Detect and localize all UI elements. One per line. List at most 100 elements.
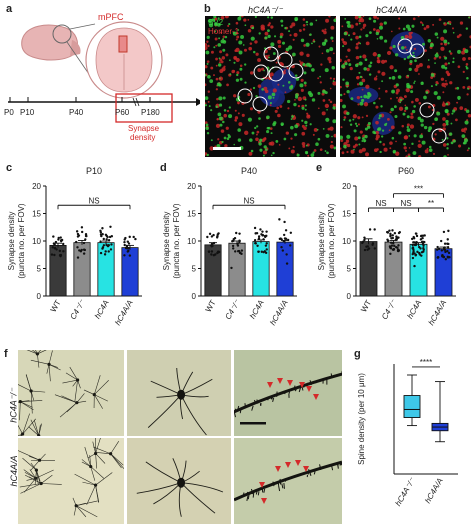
sv2-puncta (331, 135, 333, 138)
sv2-puncta (325, 133, 330, 138)
dendrite (73, 505, 77, 516)
dendrite (65, 372, 78, 381)
homer-puncta (356, 75, 360, 80)
sv2-puncta (380, 105, 383, 108)
y-axis-label: Spine density (per 10 μm) (357, 373, 366, 465)
dendrite (36, 470, 41, 482)
spine (252, 492, 255, 498)
arrowhead-icon (306, 386, 312, 392)
spine (281, 483, 284, 489)
data-point (108, 235, 112, 239)
homer-puncta (247, 18, 250, 21)
spine (263, 488, 266, 493)
homer-puncta (233, 57, 237, 60)
homer-puncta (324, 103, 330, 109)
homer-puncta (215, 44, 218, 47)
sv2-puncta (267, 34, 271, 39)
homer-puncta (247, 29, 252, 33)
homer-puncta (207, 100, 210, 103)
sv2-puncta (347, 20, 351, 25)
sv2-puncta (408, 67, 412, 71)
sv2-puncta (311, 68, 315, 72)
arrowhead-icon (267, 382, 273, 388)
sv2-puncta (406, 125, 409, 129)
y-tick-label: 0 (347, 292, 352, 301)
dendrite (18, 384, 32, 392)
sv2-puncta (397, 75, 402, 79)
sv2-puncta (363, 140, 366, 143)
data-point (75, 230, 79, 233)
dendrite (178, 482, 182, 517)
data-point (60, 239, 63, 243)
homer-puncta (463, 127, 468, 131)
homer-puncta (349, 67, 353, 71)
sv2-puncta (250, 149, 254, 153)
micrograph-aa (340, 16, 471, 157)
homer-puncta (418, 140, 421, 143)
homer-puncta (375, 105, 379, 109)
homer-puncta (441, 102, 446, 107)
homer-puncta (217, 138, 220, 141)
homer-puncta (219, 50, 223, 54)
sv2-puncta (457, 95, 461, 100)
data-point (388, 229, 391, 232)
sv2-puncta (429, 44, 433, 48)
spine (330, 373, 333, 379)
spine (244, 403, 247, 409)
panel-g-label: g (354, 348, 361, 360)
sv2-puncta (256, 125, 259, 128)
sv2-puncta (430, 73, 435, 77)
homer-puncta (454, 87, 457, 90)
data-point (446, 238, 449, 241)
data-point (57, 236, 60, 240)
sv2-puncta (305, 42, 310, 47)
homer-puncta (224, 144, 228, 148)
sv2-puncta (367, 125, 371, 129)
sv2-puncta (359, 55, 362, 59)
data-point (368, 228, 372, 231)
homer-puncta (257, 58, 261, 62)
sv2-puncta (255, 95, 258, 98)
homer-puncta (410, 115, 414, 119)
timeline-p180: P180 (141, 108, 160, 117)
category-label: C4⁻/⁻ (223, 298, 242, 321)
homer-puncta (248, 151, 253, 156)
homer-puncta (390, 125, 395, 130)
spine (272, 397, 275, 402)
homer-puncta (218, 61, 221, 64)
dendrite (38, 423, 42, 436)
sv2-puncta (232, 31, 237, 36)
sv2-puncta (236, 73, 239, 77)
homer-puncta (380, 59, 386, 64)
homer-puncta (329, 100, 333, 104)
sv2-puncta (392, 44, 396, 49)
sv2-puncta (428, 145, 432, 149)
synapse-circle (419, 102, 435, 118)
homer-puncta (223, 65, 226, 68)
sv2-puncta (265, 148, 268, 151)
data-point (437, 247, 441, 251)
homer-puncta (404, 34, 409, 39)
sv2-puncta (306, 23, 308, 26)
data-point (391, 234, 394, 237)
sv2-puncta (219, 77, 221, 80)
sv2-puncta (293, 102, 297, 107)
homer-puncta (349, 24, 354, 29)
data-point (102, 237, 105, 241)
dendrite (46, 364, 50, 374)
homer-puncta (414, 67, 419, 72)
sv2-puncta (242, 44, 245, 46)
data-point (208, 232, 212, 236)
sv2-puncta (237, 16, 242, 21)
spine (293, 385, 296, 391)
sv2-puncta (361, 139, 364, 142)
dendrite (31, 390, 46, 393)
data-point (253, 226, 257, 230)
data-point (265, 248, 268, 251)
sv2-puncta (310, 153, 315, 157)
soma (74, 504, 78, 508)
data-point (440, 249, 444, 252)
homer-puncta (362, 26, 365, 29)
homer-puncta (456, 35, 460, 39)
data-point (281, 249, 285, 252)
